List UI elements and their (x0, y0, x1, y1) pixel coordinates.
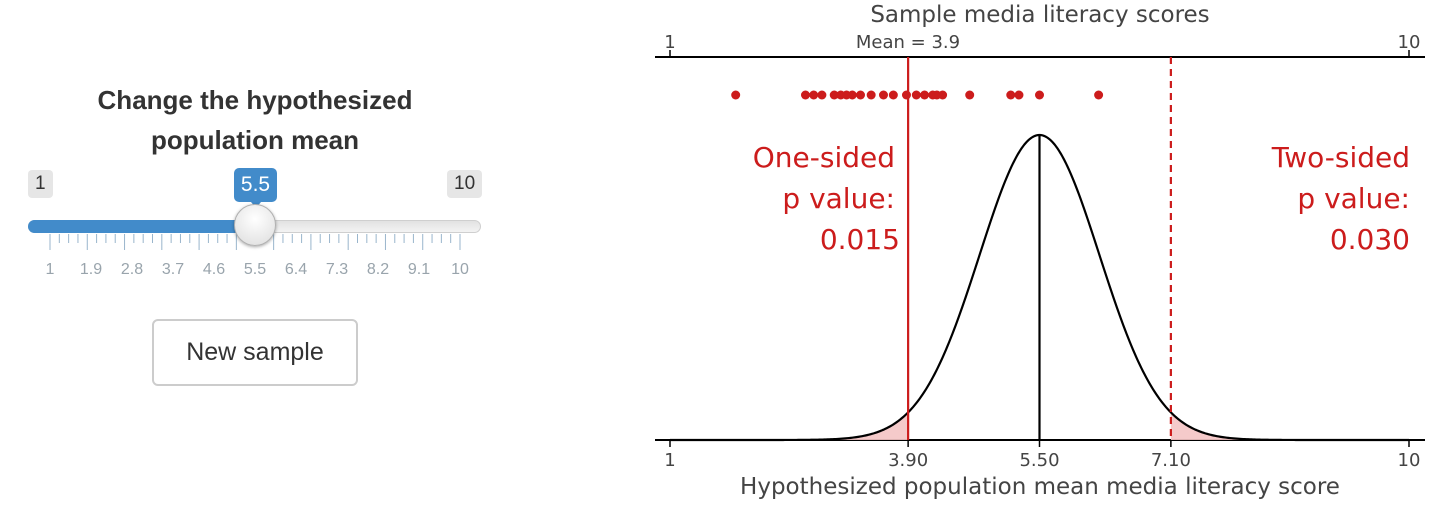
slider-tick-label: 7.3 (325, 261, 349, 278)
one-sided-p-value: 0.015 (820, 223, 900, 256)
two-sided-label-line-1: Two-sided (1271, 141, 1410, 174)
panel-title-line-2: population mean (151, 125, 359, 155)
slider-tick-label: 5.5 (243, 261, 267, 278)
slider-min-label: 1 (28, 170, 53, 198)
slider-ticks (49, 234, 461, 250)
slider-tick-label: 9.1 (407, 261, 431, 278)
slider-max-label: 10 (447, 170, 483, 198)
control-panel: Change the hypothesized population mean … (0, 0, 520, 516)
one-sided-label-line-2: p value: (782, 182, 895, 215)
sample-point (888, 90, 898, 100)
sample-point (911, 90, 921, 100)
x-tick-label: 5.50 (1019, 450, 1059, 471)
slider-tick-label: 1 (45, 261, 55, 278)
hypothesized-mean-slider[interactable]: 1 10 5.5 1 1.9 2.8 3.7 4.6 5.5 6.4 7.3 8.2 9.1 10 (0, 0, 520, 300)
left-tail-area (670, 412, 909, 440)
new-sample-button[interactable]: New sample (152, 319, 358, 386)
sample-point (1094, 90, 1104, 100)
two-sided-p-value: 0.030 (1330, 223, 1410, 256)
x-tick-label: 7.10 (1151, 450, 1191, 471)
chart-title: Sample media literacy scores (870, 2, 1209, 28)
sample-point (731, 90, 741, 100)
slider-handle[interactable] (234, 204, 276, 246)
sample-point (901, 90, 911, 100)
chart-svg: Sample media literacy scores 1 10 Mean =… (655, 2, 1425, 500)
sample-point (855, 90, 865, 100)
slider-value-label: 5.5 (234, 168, 277, 208)
sample-point (1014, 90, 1024, 100)
sample-point (965, 90, 975, 100)
sample-point (938, 90, 948, 100)
sample-point (920, 90, 930, 100)
sample-point (1035, 90, 1044, 100)
sample-point (829, 90, 839, 100)
sample-point (809, 90, 819, 100)
slider-tick-label: 1.9 (79, 261, 103, 278)
right-tail-area (1170, 412, 1409, 440)
slider-tick-label: 4.6 (202, 261, 226, 278)
sample-point (866, 90, 876, 100)
sample-point (878, 90, 888, 100)
sample-point (1006, 90, 1016, 100)
one-sided-label-line-1: One-sided (753, 141, 895, 174)
x-axis-label: Hypothesized population mean media liter… (740, 474, 1340, 500)
sample-point (817, 90, 827, 100)
top-axis-min-label: 1 (664, 32, 675, 53)
slider-tick-label: 2.8 (120, 261, 144, 278)
top-axis-max-label: 10 (1398, 32, 1421, 53)
panel-title-line-1: Change the hypothesized (97, 85, 413, 115)
slider-tick-label: 6.4 (284, 261, 308, 278)
sample-mean-label: Mean = 3.9 (856, 32, 960, 53)
sample-point (847, 90, 857, 100)
x-tick-label: 3.90 (888, 450, 928, 471)
panel-title: Change the hypothesized population mean (30, 80, 480, 160)
slider-tick-label: 10 (451, 261, 469, 278)
two-sided-label-line-2: p value: (1297, 182, 1410, 215)
sample-point (800, 90, 810, 100)
slider-tick-label: 8.2 (366, 261, 390, 278)
x-tick-label: 1 (664, 450, 675, 471)
x-tick-label: 10 (1398, 450, 1421, 471)
slider-tick-label: 3.7 (161, 261, 185, 278)
sampling-distribution-chart: Sample media literacy scores 1 10 Mean =… (520, 0, 1448, 516)
slider-track-fill (28, 220, 255, 233)
